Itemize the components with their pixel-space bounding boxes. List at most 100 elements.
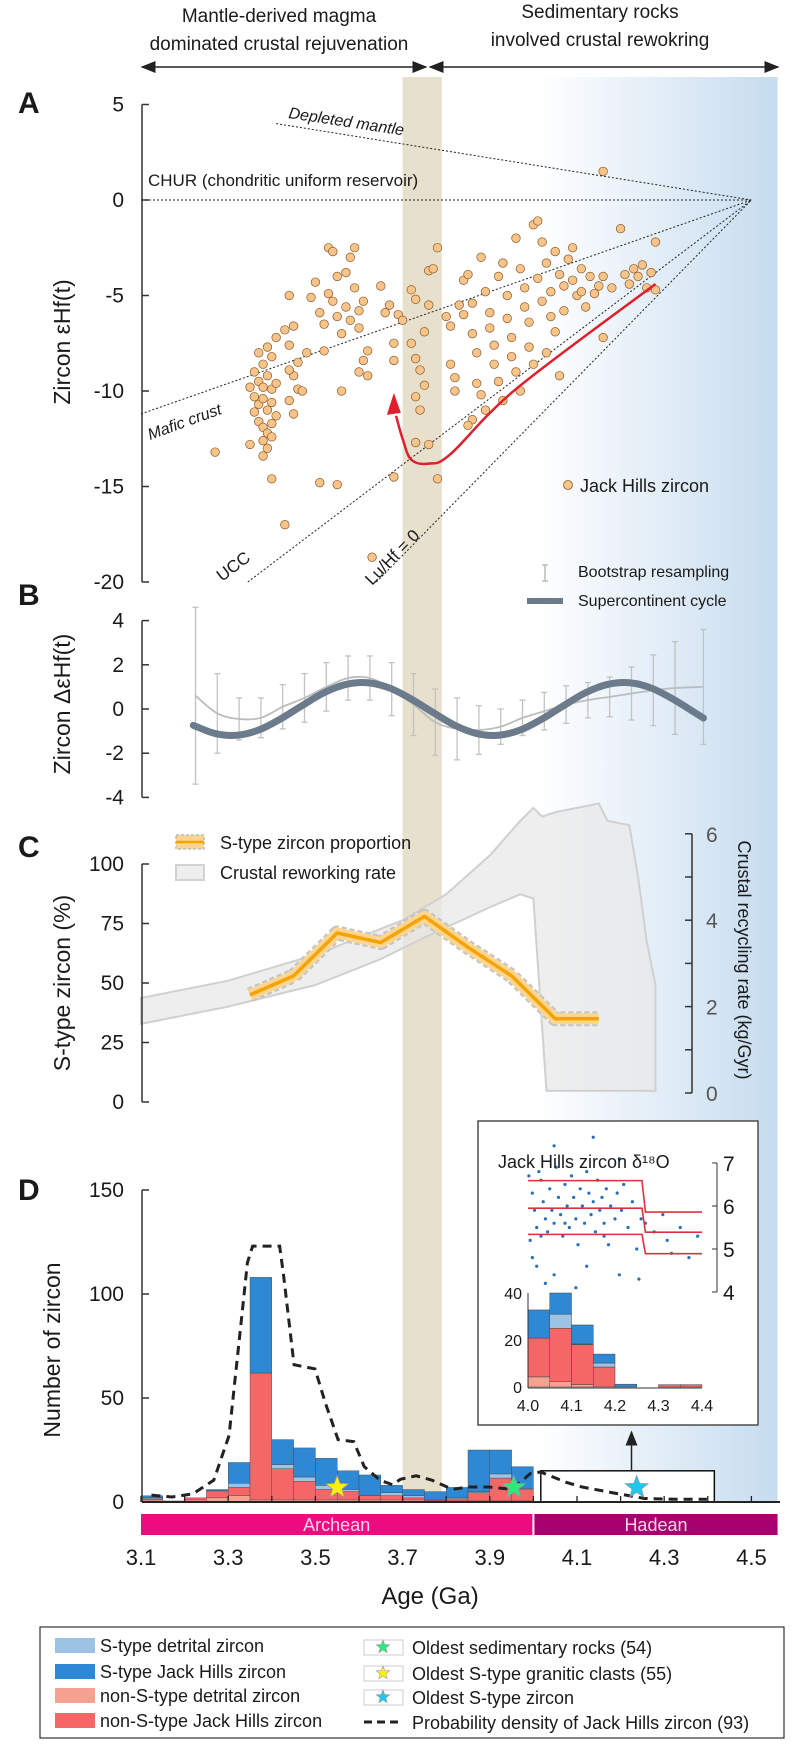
d18o-point — [619, 1208, 624, 1212]
d18o-point — [552, 1221, 556, 1225]
panel-c-left-y-axis-tick-label: 100 — [89, 853, 124, 876]
d18o-point — [561, 1234, 565, 1238]
bootstrap-mean-line — [194, 675, 704, 732]
jack-hills-point — [332, 311, 342, 322]
jack-hills-point — [406, 338, 416, 348]
inset-s-type-jack-hills-bar — [571, 1324, 594, 1345]
jack-hills-point — [210, 447, 220, 457]
jack-hills-point — [389, 355, 399, 366]
inset-non-s-jack-hills-bar — [571, 1344, 594, 1385]
jack-hills-point — [328, 296, 338, 306]
jack-hills-point — [476, 390, 486, 400]
jack-hills-point — [367, 552, 377, 562]
jack-hills-point — [533, 273, 543, 283]
s-type-jack-hills-bar — [249, 1277, 272, 1374]
jack-hills-point — [328, 246, 338, 257]
jack-hills-point — [358, 355, 369, 366]
x-tick-label: 3.1 — [126, 1545, 157, 1570]
jack-hills-point — [397, 315, 408, 325]
star-marker — [624, 1474, 650, 1499]
panel-c-legend: S-type zircon proportion Crustal reworki… — [175, 833, 411, 883]
d18o-point — [589, 1213, 593, 1217]
panel-d-ylabel: Number of zircon — [39, 1262, 65, 1437]
legend-s-type-proportion-label: S-type zircon proportion — [220, 833, 411, 853]
panel-a-ylabel: Zircon εHf(t) — [49, 279, 75, 404]
jack-hills-point — [406, 285, 416, 295]
star-marker — [501, 1474, 527, 1499]
d18o-point — [661, 1213, 665, 1217]
jack-hills-point — [650, 237, 661, 247]
d18o-point — [578, 1187, 582, 1191]
jack-hills-point — [345, 315, 355, 325]
legend-bootstrap-label: Bootstrap resampling — [578, 564, 729, 581]
star-marker — [324, 1474, 350, 1499]
d18o-point — [613, 1217, 617, 1221]
inset-x-tick-label: 4.4 — [691, 1398, 713, 1415]
jack-hills-point — [336, 329, 347, 339]
jack-hills-point — [336, 386, 347, 396]
d18o-point — [574, 1217, 578, 1221]
d18o-point — [569, 1174, 574, 1178]
legend-box — [39, 1626, 785, 1739]
non-s-jack-hills-bar — [446, 1498, 469, 1502]
d18o-point — [687, 1256, 691, 1260]
d18o-point — [530, 1256, 534, 1260]
legend-swatch-non-s-jack-hills — [55, 1713, 95, 1728]
jack-hills-point — [624, 279, 634, 289]
jack-hills-point — [537, 237, 547, 247]
d18o-point — [541, 1200, 545, 1204]
jack-hills-point — [315, 478, 325, 488]
inset-x-tick-label: 4.1 — [560, 1398, 582, 1415]
jack-hills-point — [411, 294, 421, 304]
jack-hills-point — [502, 313, 512, 324]
figure-legend: S-type detrital zircon S-type Jack Hills… — [39, 1626, 785, 1739]
s-type-jack-hills-bar — [227, 1462, 251, 1484]
d18o-axis-tick-label: 4 — [723, 1282, 735, 1305]
d18o-axis-tick-label: 6 — [723, 1196, 735, 1219]
panel-d-y-axis-tick-label: 0 — [112, 1491, 124, 1514]
eon-bar-archean — [141, 1514, 533, 1535]
d18o-point — [585, 1170, 589, 1174]
jack-hills-point — [607, 283, 617, 293]
x-tick-label: 3.7 — [387, 1545, 418, 1570]
d18o-point — [600, 1195, 604, 1199]
jack-hills-point — [349, 243, 360, 253]
jack-hills-point — [524, 342, 534, 352]
panel-d-y-axis-tick-label: 50 — [101, 1387, 124, 1410]
jack-hills-point — [506, 332, 517, 343]
jack-hills-point — [271, 378, 281, 389]
legend-label-s-type-detrital: S-type detrital zircon — [100, 1636, 264, 1656]
d18o-point — [606, 1243, 611, 1247]
jack-hills-point — [284, 365, 294, 375]
d18o-point — [582, 1221, 587, 1225]
d18o-step-line — [528, 1233, 702, 1255]
jack-hills-point — [415, 405, 425, 415]
jack-hills-point — [332, 271, 342, 282]
top-annotations: Mantle-derived magma dominated crustal r… — [140, 2, 780, 73]
jack-hills-point — [258, 382, 268, 392]
s-type-jack-hills-bar — [271, 1439, 294, 1465]
reference-line — [376, 199, 752, 583]
jack-hills-point — [554, 269, 565, 280]
jack-hills-point — [254, 348, 264, 358]
inset-x-tick-label: 4.2 — [604, 1398, 626, 1415]
jack-hills-point — [537, 296, 547, 306]
jack-hills-point — [546, 287, 556, 297]
jack-hills-point — [458, 309, 469, 320]
jack-hills-point — [354, 367, 364, 377]
legend-swatch-non-s-detrital — [55, 1688, 95, 1703]
jack-hills-point — [637, 260, 648, 270]
s-type-jack-hills-bar — [402, 1489, 425, 1496]
d18o-point — [593, 1230, 598, 1234]
jack-hills-point — [258, 451, 268, 461]
jack-hills-point — [450, 372, 460, 383]
non-s-jack-hills-bar — [467, 1492, 490, 1502]
jack-hills-point — [267, 432, 277, 442]
d18o-point — [535, 1264, 539, 1268]
jack-hills-point — [358, 296, 369, 306]
jack-hills-point — [280, 325, 290, 335]
jack-hills-point — [585, 271, 595, 282]
probability-density-line — [151, 1244, 707, 1501]
jack-hills-point — [245, 439, 255, 450]
